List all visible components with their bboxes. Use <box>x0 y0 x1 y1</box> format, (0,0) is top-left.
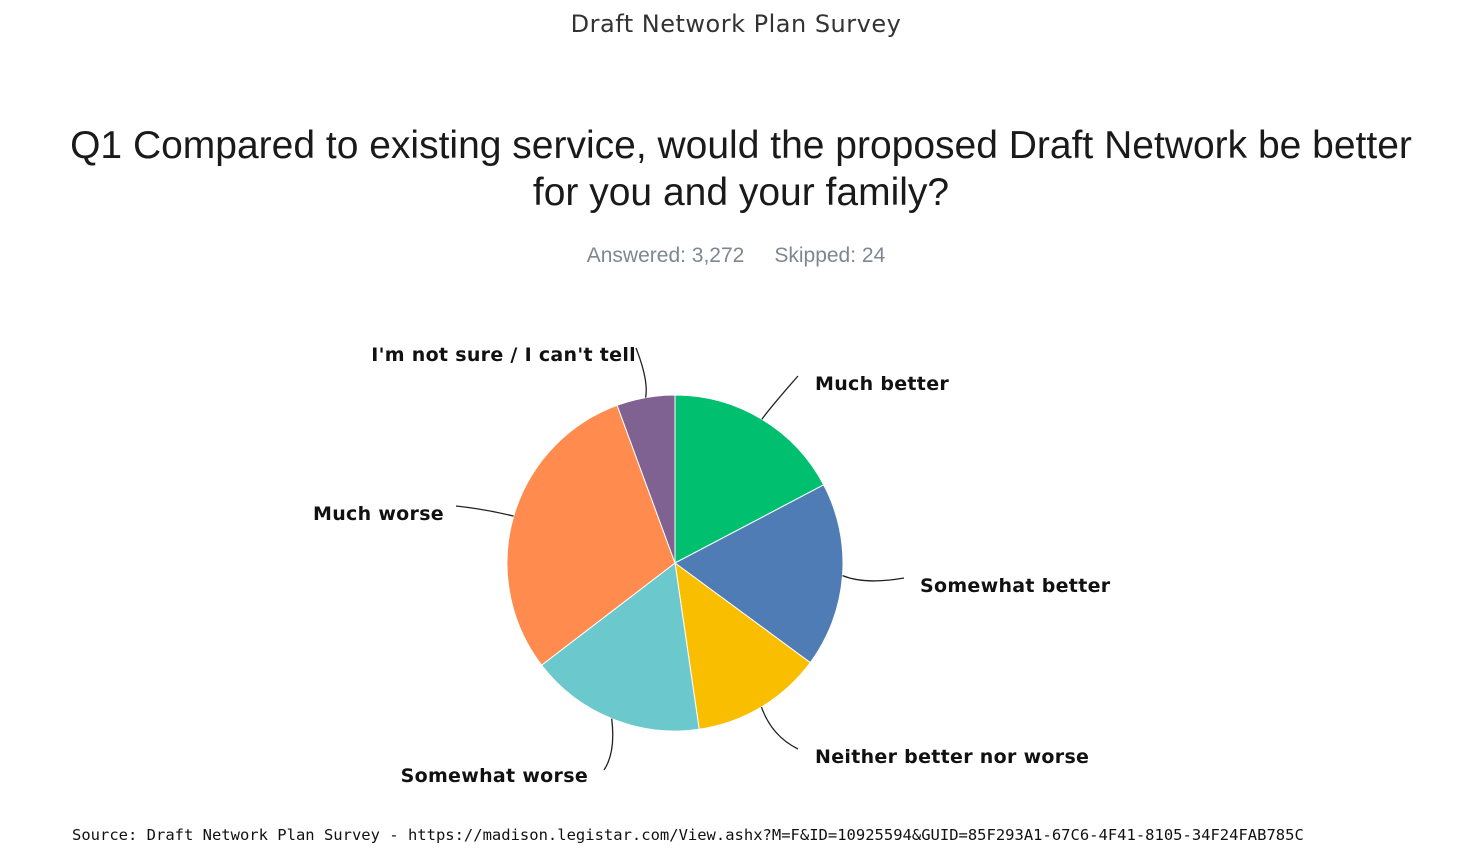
pie-slice-neither <box>674 561 811 730</box>
leader-line-neither <box>760 706 799 750</box>
question-title: Q1 Compared to existing service, would t… <box>70 124 1412 214</box>
pie-slice-somewhat-worse <box>540 562 700 732</box>
source-citation: Source: Draft Network Plan Survey - http… <box>72 826 1304 844</box>
skipped-count: Skipped: 24 <box>774 244 886 267</box>
pie-slice-not-sure <box>616 394 676 564</box>
pie-label-not-sure: I'm not sure / I can't tell <box>371 344 636 366</box>
leader-line-somewhat-worse <box>603 718 614 771</box>
pie-leader-lines <box>455 347 905 771</box>
leader-line-somewhat-better <box>842 575 905 582</box>
leader-line-much-better <box>761 375 799 420</box>
pie-label-neither: Neither better nor worse <box>815 746 1089 768</box>
response-stats: Answered: 3,272 Skipped: 24 <box>0 244 1472 268</box>
pie-slice-much-better <box>674 394 825 564</box>
pie-label-much-better: Much better <box>815 373 949 395</box>
pie-slices <box>506 394 844 732</box>
leader-line-much-worse <box>455 505 514 517</box>
pie-label-somewhat-better: Somewhat better <box>920 575 1111 597</box>
survey-title: Draft Network Plan Survey <box>570 10 902 38</box>
answered-count: Answered: 3,272 <box>586 244 745 267</box>
leader-line-not-sure <box>635 347 647 398</box>
pie-label-much-worse: Much worse <box>313 503 444 525</box>
pie-label-somewhat-worse: Somewhat worse <box>401 765 588 787</box>
pie-labels: Much better Somewhat better Neither better… <box>313 344 1111 787</box>
